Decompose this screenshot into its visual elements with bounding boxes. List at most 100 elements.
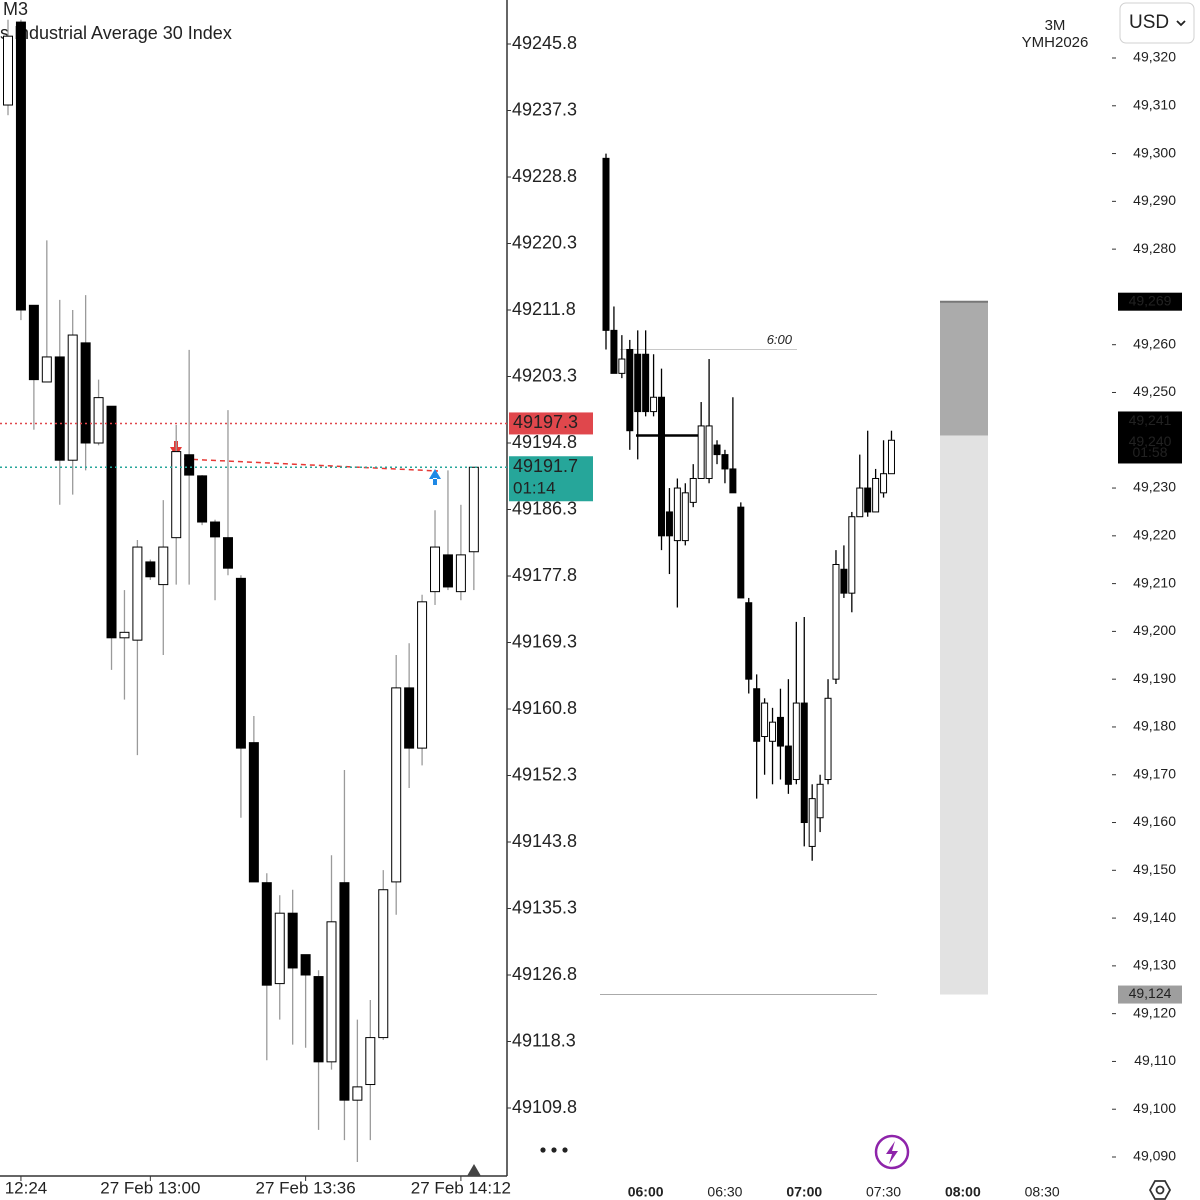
- y-tick-label: 49228.8: [512, 166, 577, 186]
- candle-body: [3, 35, 13, 106]
- y-tick-label: 49,150: [1133, 861, 1176, 877]
- y-tick-label: 49169.3: [512, 631, 577, 651]
- candle-body: [856, 487, 864, 518]
- y-tick-label: 49237.3: [512, 99, 577, 119]
- candle-body: [93, 397, 104, 444]
- candle-body: [455, 554, 466, 593]
- candle-body: [28, 304, 39, 381]
- y-tick-label: 49,300: [1133, 144, 1176, 160]
- y-tick-label: 49,180: [1133, 718, 1176, 734]
- chevron: [1176, 20, 1186, 27]
- price-tag-label: 49,269: [1129, 292, 1172, 308]
- candle-body: [626, 348, 634, 432]
- candle-body: [808, 798, 816, 847]
- symbol: YMH2026: [1022, 34, 1089, 51]
- last-price-label: 49,240: [1129, 433, 1172, 449]
- hub: [1155, 1185, 1165, 1195]
- candle-body: [106, 405, 117, 639]
- y-tick-label: 49143.8: [512, 831, 577, 851]
- more-menu[interactable]: [540, 1147, 568, 1153]
- candle-body: [737, 506, 745, 599]
- candle-body: [713, 444, 721, 456]
- x-tick-label: 08:30: [1025, 1184, 1060, 1200]
- price-tag-label: 49197.3: [513, 412, 578, 432]
- candle-body: [642, 353, 650, 413]
- candle-body: [235, 577, 246, 749]
- candle-body: [887, 439, 895, 475]
- interval: 3M: [1045, 17, 1066, 34]
- x-tick-label: 06:30: [707, 1184, 742, 1200]
- candle-body: [404, 687, 415, 749]
- trade-link: [183, 458, 439, 472]
- candle-body: [15, 21, 26, 311]
- price-tag: [509, 412, 593, 435]
- scroll-marker: [467, 1164, 481, 1176]
- candle-body: [430, 546, 441, 593]
- candle-body: [210, 521, 221, 538]
- candle-body: [132, 546, 143, 641]
- candle-body: [689, 477, 697, 503]
- y-tick-label: 49118.3: [512, 1030, 576, 1050]
- y-tick-label: 49,250: [1133, 383, 1176, 399]
- dot: [551, 1147, 557, 1153]
- candle-body: [745, 602, 753, 680]
- y-tick-label: 49,170: [1133, 765, 1176, 781]
- y-tick-label: 49194.8: [512, 432, 577, 452]
- candle-body: [650, 396, 658, 413]
- x-tick-label: 27 Feb 14:12: [411, 1178, 511, 1197]
- candle-body: [816, 783, 824, 819]
- candle-body: [300, 954, 311, 976]
- candle-body: [378, 889, 389, 1039]
- candle-body: [618, 358, 626, 374]
- candle-body: [721, 454, 729, 470]
- settings-button[interactable]: [1148, 1180, 1172, 1200]
- button-frame: [1119, 2, 1195, 44]
- candle-body: [326, 921, 337, 1063]
- bolt: [886, 1141, 898, 1164]
- price-tag: [1118, 985, 1182, 1004]
- candle-body: [365, 1037, 376, 1086]
- lightning-button[interactable]: [874, 1134, 910, 1170]
- y-tick-label: 49109.8: [512, 1097, 577, 1117]
- candle-body: [158, 546, 169, 586]
- y-tick-label: 49245.8: [512, 33, 577, 53]
- y-tick-label: 49,320: [1133, 49, 1176, 65]
- y-tick-label: 49,100: [1133, 1100, 1176, 1116]
- candle-body: [840, 568, 848, 594]
- candle-body: [769, 721, 777, 742]
- currency-label: USD: [1129, 12, 1169, 33]
- candle-body: [697, 425, 705, 479]
- candle-body: [602, 157, 610, 331]
- candle-body: [274, 912, 285, 985]
- left-title: M3: [3, 0, 28, 19]
- y-tick-label: 49203.3: [512, 365, 577, 385]
- price-tag-label: 49,124: [1129, 985, 1172, 1001]
- y-tick-label: 49,140: [1133, 909, 1176, 925]
- y-tick-label: 49,310: [1133, 96, 1176, 112]
- y-tick-label: 49220.3: [512, 232, 577, 252]
- buy-arrow: [429, 469, 441, 485]
- candle-body: [197, 475, 208, 523]
- price-tag: [509, 456, 593, 502]
- y-tick-label: 49,230: [1133, 479, 1176, 495]
- x-tick-label: 08:00: [945, 1184, 981, 1200]
- y-tick-label: 49,280: [1133, 240, 1176, 256]
- price-tag: [1118, 292, 1182, 311]
- y-tick-label: 49152.3: [512, 764, 577, 784]
- dot: [562, 1147, 568, 1153]
- y-tick-label: 49,220: [1133, 527, 1176, 543]
- x-tick-label: 06:00: [628, 1184, 664, 1200]
- candle-body: [776, 716, 784, 747]
- candle-body: [729, 468, 737, 494]
- currency-button[interactable]: USD: [1119, 2, 1195, 44]
- target-zone: [940, 301, 988, 436]
- candle-body: [468, 466, 479, 553]
- y-tick-label: 49,260: [1133, 335, 1176, 351]
- y-tick-label: 49160.8: [512, 698, 577, 718]
- y-tick-label: 49177.8: [512, 565, 577, 585]
- session-label: 6:00: [767, 332, 793, 347]
- stop-zone: [940, 435, 988, 995]
- candle-body: [119, 631, 130, 639]
